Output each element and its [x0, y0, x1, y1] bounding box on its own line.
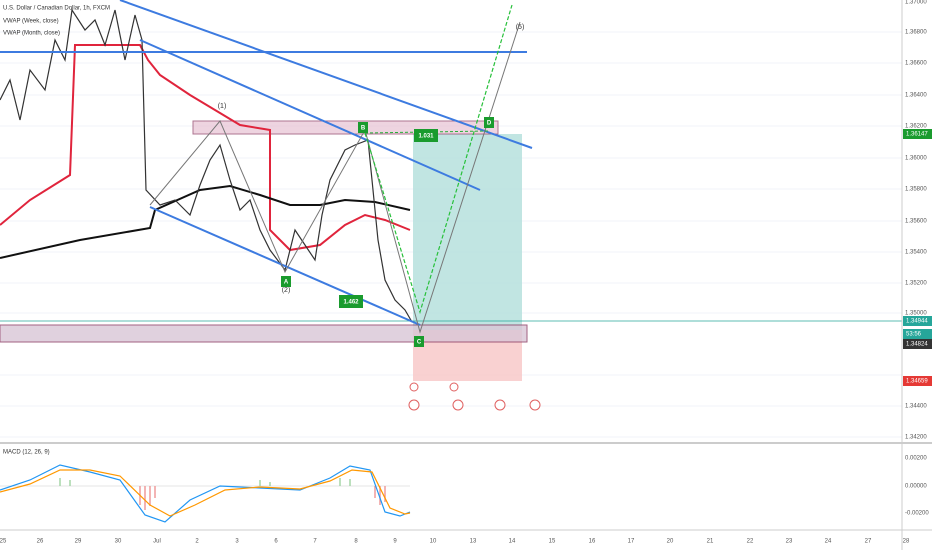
- price-badge-label: 1.34659: [906, 379, 928, 385]
- price-badge: [903, 329, 932, 339]
- profit-zone: [413, 134, 522, 330]
- vwap-week: [0, 184, 411, 259]
- date-label: 23: [786, 539, 793, 545]
- date-label: 28: [903, 539, 910, 545]
- ratio-badge: [339, 295, 363, 308]
- wave-label: (2): [282, 287, 291, 294]
- date-label: 8: [354, 539, 358, 545]
- price-badge: [903, 376, 932, 386]
- price-series: [0, 8, 413, 323]
- price-badge: [903, 339, 932, 349]
- point-label: A: [284, 280, 289, 286]
- date-label: 24: [825, 539, 832, 545]
- date-label: Jul: [153, 539, 161, 545]
- ratio-label: 1.031: [418, 134, 434, 140]
- macd-axis-label: 0.00000: [905, 484, 927, 490]
- date-label: 21: [707, 539, 714, 545]
- date-label: 13: [470, 539, 477, 545]
- forecast-path: [364, 4, 513, 315]
- price-label: 1.35600: [905, 219, 927, 225]
- date-label: 26: [37, 539, 44, 545]
- macd-axis-label: -0.00200: [905, 511, 929, 517]
- price-label: 1.35200: [905, 281, 927, 287]
- date-label: 10: [430, 539, 437, 545]
- price-label: 1.36200: [905, 124, 927, 130]
- date-label: 20: [667, 539, 674, 545]
- date-label: 22: [747, 539, 754, 545]
- price-label: 1.37000: [905, 0, 927, 6]
- date-label: 29: [75, 539, 82, 545]
- date-label: 2: [195, 539, 199, 545]
- date-label: 16: [589, 539, 596, 545]
- wave-label: (1): [218, 103, 227, 110]
- price-badge-label: 1.34944: [906, 319, 928, 325]
- date-label: 27: [865, 539, 872, 545]
- macd-histogram: [59, 478, 351, 486]
- date-label: 14: [509, 539, 516, 545]
- date-label: 6: [274, 539, 278, 545]
- support-zone: [0, 324, 528, 343]
- vwap-month: [0, 44, 411, 252]
- price-badge: [903, 316, 932, 326]
- date-label: 30: [115, 539, 122, 545]
- price-label: 1.36000: [905, 156, 927, 162]
- price-label: 1.35800: [905, 187, 927, 193]
- point-badge: [281, 276, 291, 287]
- point-label: C: [417, 340, 422, 346]
- price-label: 1.35400: [905, 250, 927, 256]
- signal-line: [0, 469, 411, 517]
- price-label: 1.36400: [905, 93, 927, 99]
- price-badge-label: 1.34824: [906, 342, 928, 348]
- price-label: 1.36600: [905, 61, 927, 67]
- price-badge-label: 53:56: [906, 332, 922, 338]
- trend-lines: [0, 0, 533, 326]
- date-label: 15: [549, 539, 556, 545]
- ratio-badge: [414, 129, 438, 142]
- price-label: 1.35000: [905, 311, 927, 317]
- date-label: 17: [628, 539, 635, 545]
- date-label: 7: [313, 539, 317, 545]
- price-label: 1.34400: [905, 404, 927, 410]
- point-label: D: [487, 121, 492, 127]
- chart-title: U.S. Dollar / Canadian Dollar, 1h, FXCM: [3, 6, 110, 12]
- point-badge: [484, 117, 494, 128]
- date-label: 25: [0, 539, 7, 545]
- indicator-label: VWAP (Month, close): [3, 31, 60, 37]
- date-label: 9: [393, 539, 397, 545]
- price-badge-label: 1.36147: [906, 132, 928, 138]
- abcd-pattern: [149, 21, 521, 334]
- price-label: 1.36800: [905, 30, 927, 36]
- macd-axis-label: 0.00200: [905, 456, 927, 462]
- date-label: 3: [235, 539, 239, 545]
- price-label: 1.34200: [905, 435, 927, 441]
- point-badge: [414, 336, 424, 347]
- event-icons: [408, 382, 541, 411]
- point-label: B: [361, 126, 366, 132]
- ratio-label: 1.462: [343, 300, 359, 306]
- price-badge: [903, 129, 932, 139]
- wave-label: (5): [516, 24, 525, 31]
- indicator-label: VWAP (Week, close): [3, 19, 59, 25]
- point-badge: [358, 122, 368, 133]
- macd-title: MACD (12, 26, 9): [3, 450, 50, 456]
